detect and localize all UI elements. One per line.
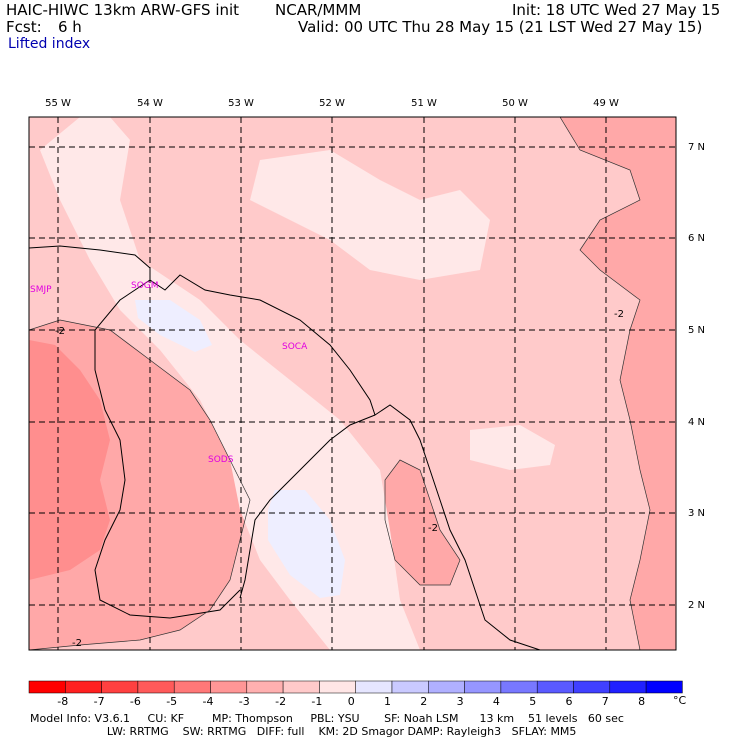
model-info-line1: Model Info: V3.6.1 CU: KF MP: Thompson P… [30,712,624,725]
station-label: SOGM [131,281,159,291]
colorbar-tick-label: -5 [166,695,178,708]
colorbar-swatch [500,680,538,694]
colorbar-tick-label: 7 [601,695,609,708]
colorbar-swatch [65,680,102,694]
lon-label: 51 W [411,98,437,109]
institution-label: NCAR/MMM [275,1,362,19]
lon-label: 50 W [502,98,528,109]
shade-positive-1 [135,300,212,352]
lon-label: 49 W [593,98,619,109]
lat-label: 4 N [688,417,705,428]
colorbar-tick-label: 1 [384,695,391,708]
colorbar-swatch [137,680,175,694]
shade-light-east [470,425,555,470]
lat-label: 5 N [688,325,705,336]
lon-label: 53 W [228,98,254,109]
map-frame [28,116,677,651]
colorbar-tick-label: -3 [238,695,250,708]
colorbar-swatch [173,680,211,694]
colorbar-tick-label: 3 [456,695,464,708]
colorbar [28,680,683,694]
lifted-index-field [29,117,676,650]
contour-lines [29,117,651,650]
station-label: SOCA [282,342,308,352]
colorbar-tick-label: 2 [420,695,428,708]
colorbar-tick-label: -8 [57,695,69,708]
contour-label: -2 [55,326,65,337]
contour-label: -2 [72,638,82,649]
colorbar-swatch [355,680,393,694]
shade-positive-2 [268,490,345,598]
contour-label: -2 [614,309,624,320]
station-label: SODS [208,455,234,465]
station-label: SMJP [30,285,52,295]
colorbar-swatch [536,680,574,694]
colorbar-tick-label: 6 [565,695,573,708]
colorbar-tick-label: 4 [492,695,500,708]
graticule [29,117,676,650]
field-name: Lifted index [8,36,91,52]
valid-time: Valid: 00 UTC Thu 28 May 15 (21 LST Wed … [298,18,703,36]
colorbar-swatch [101,680,139,694]
contour-label: -2 [428,523,438,534]
colorbar-unit: °C [673,694,687,707]
shade-mid-neg2 [385,460,460,585]
lon-label: 55 W [45,98,71,109]
colorbar-swatch [464,680,502,694]
forecast-label: Fcst: [6,18,42,36]
forecast-hour: 6 h [58,18,82,36]
colorbar-tick-label: 8 [638,695,646,708]
colorbar-swatch [391,680,429,694]
colorbar-swatch [282,680,320,694]
model-info-line2: LW: RRTMG SW: RRTMG DIFF: full KM: 2D Sm… [30,725,577,738]
init-time: Init: 18 UTC Wed 27 May 15 [512,1,721,19]
colorbar-swatch [210,680,248,694]
colorbar-tick-label: 0 [347,695,355,708]
colorbar-tick-label: -1 [311,695,323,708]
lat-label: 3 N [688,508,705,519]
lat-label: 2 N [688,600,705,611]
colorbar-tick-label: -7 [93,695,105,708]
colorbar-tick-label: 5 [529,695,537,708]
colorbar-swatch [428,680,465,694]
shade-east-neg2 [560,117,676,650]
lat-label: 6 N [688,233,705,244]
model-title: HAIC-HIWC 13km ARW-GFS init [6,1,240,19]
colorbar-swatch [28,680,66,694]
colorbar-tick-label: -4 [202,695,214,708]
colorbar-swatch [319,680,356,694]
shade-west-neg3 [29,340,110,580]
colorbar-swatch [645,680,683,694]
shade-light-north [250,150,490,280]
lat-label: 7 N [688,142,705,153]
colorbar-swatch [573,680,611,694]
lon-label: 54 W [137,98,163,109]
colorbar-swatch [246,680,284,694]
colorbar-tick-label: -2 [275,695,287,708]
colorbar-tick-label: -6 [129,695,141,708]
lon-label: 52 W [319,98,345,109]
colorbar-swatch [609,680,647,694]
